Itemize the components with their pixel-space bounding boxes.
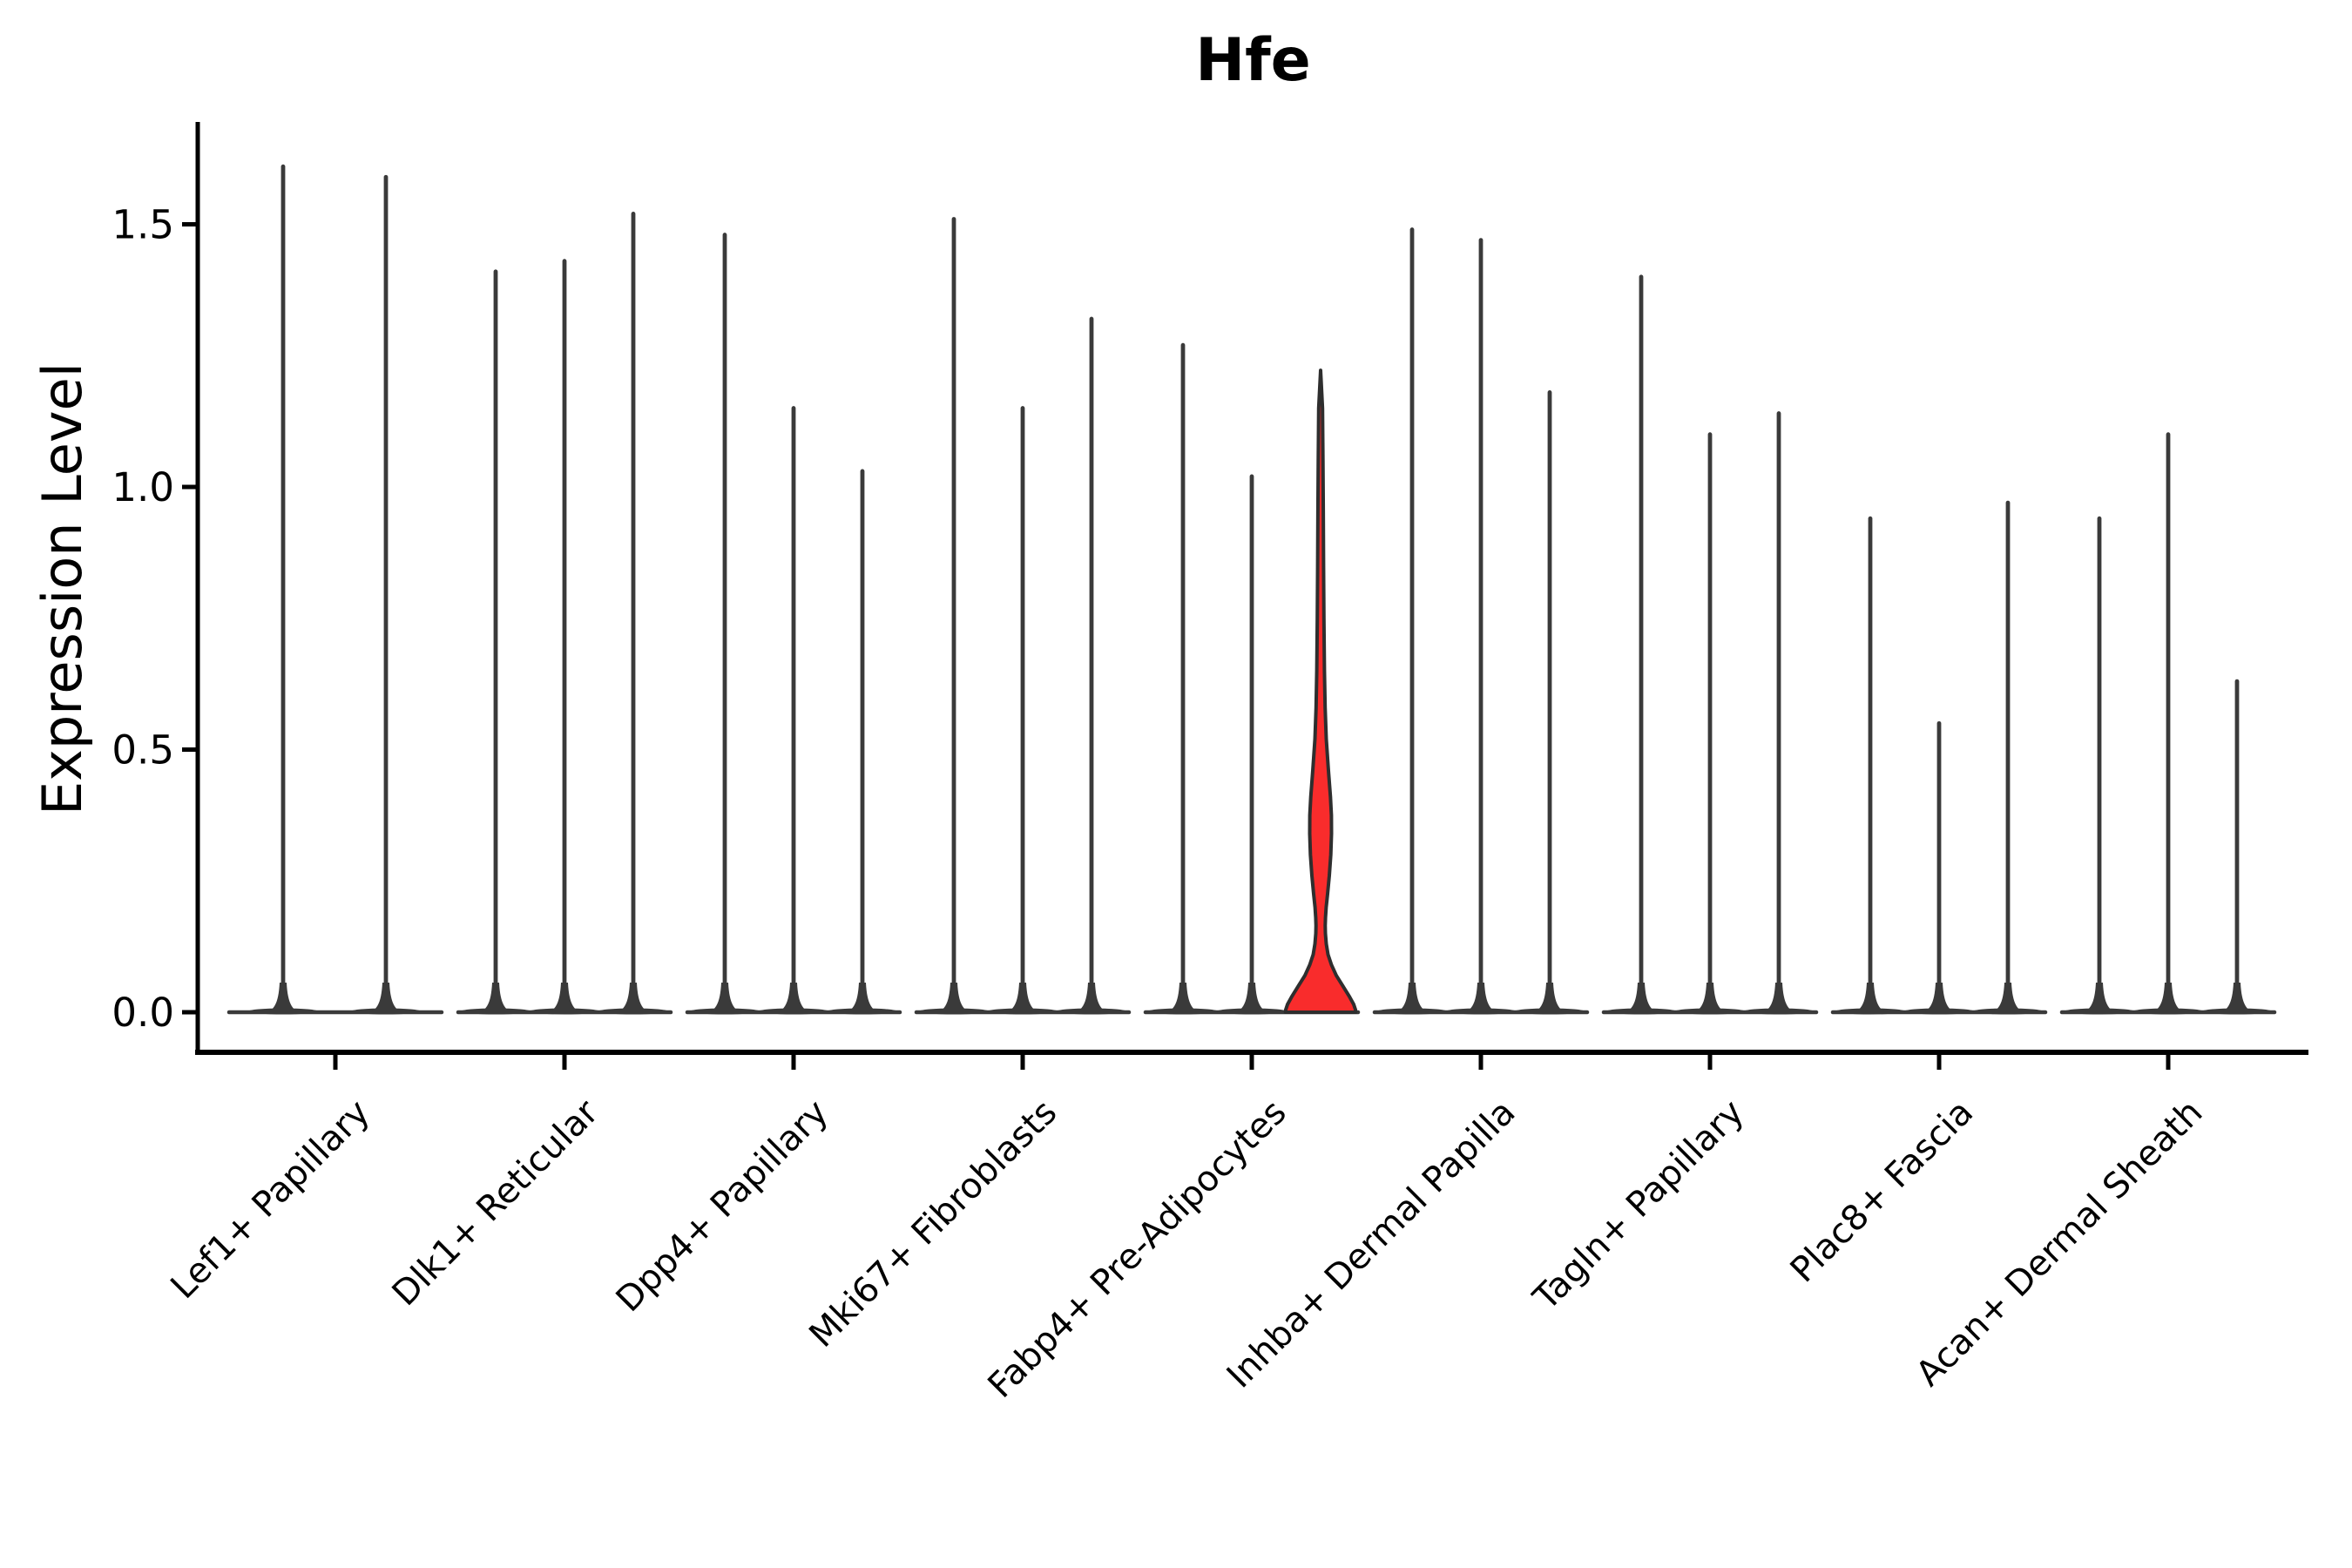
chart-title: Hfe bbox=[1195, 26, 1311, 95]
y-tick-label: 0.5 bbox=[112, 727, 174, 774]
y-tick-label: 1.5 bbox=[112, 202, 174, 248]
highlighted-violin bbox=[1283, 368, 1358, 1014]
y-tick-label: 0.0 bbox=[112, 990, 174, 1036]
y-tick-label: 1.0 bbox=[112, 464, 174, 510]
